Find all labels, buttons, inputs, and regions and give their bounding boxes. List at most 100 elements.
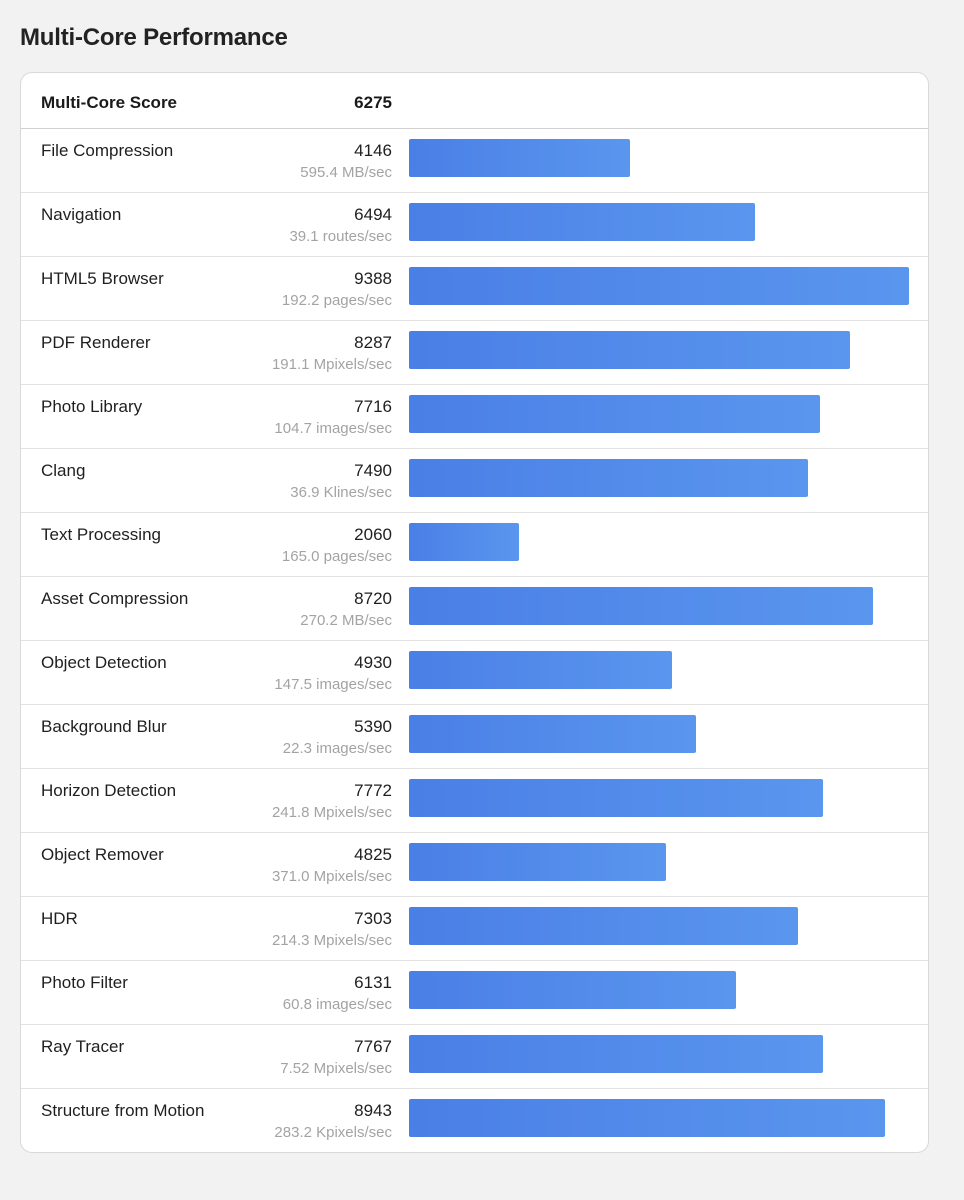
benchmark-throughput: 39.1 routes/sec [289, 228, 392, 245]
benchmark-name: Horizon Detection [41, 781, 177, 800]
results-table: Multi-Core Score 6275 File Compression 41… [20, 72, 929, 1153]
benchmark-score: 6131 [354, 973, 392, 992]
benchmark-name: Object Detection [41, 653, 167, 672]
score-bar-track [409, 331, 909, 369]
score-bar [409, 715, 696, 753]
benchmark-score: 4146 [354, 141, 392, 160]
benchmark-throughput: 270.2 MB/sec [300, 612, 392, 629]
benchmark-name: HDR [41, 909, 78, 928]
benchmark-score: 2060 [354, 525, 392, 544]
benchmark-throughput: 595.4 MB/sec [300, 164, 392, 181]
benchmark-name: Text Processing [41, 525, 161, 544]
benchmark-throughput: 191.1 Mpixels/sec [271, 356, 392, 373]
multi-core-score-label: Multi-Core Score [41, 93, 178, 112]
score-bar [409, 651, 672, 689]
benchmark-throughput: 241.8 Mpixels/sec [271, 804, 392, 821]
benchmark-row: Object Detection 4930 147.5 images/sec [21, 641, 928, 705]
benchmark-score: 8943 [354, 1101, 392, 1120]
score-bar-track [409, 907, 909, 945]
score-bar-track [409, 587, 909, 625]
score-bar-track [409, 1099, 909, 1137]
benchmark-name: Ray Tracer [41, 1037, 125, 1056]
score-bar-track [409, 267, 909, 305]
benchmark-row: Photo Filter 6131 60.8 images/sec [21, 961, 928, 1025]
benchmark-throughput: 36.9 Klines/sec [290, 484, 392, 501]
benchmark-score: 5390 [354, 717, 392, 736]
benchmark-name: HTML5 Browser [41, 269, 164, 288]
benchmark-name: Photo Library [41, 397, 143, 416]
benchmark-row: Text Processing 2060 165.0 pages/sec [21, 513, 928, 577]
benchmark-name: Photo Filter [41, 973, 128, 992]
score-bar [409, 587, 873, 625]
benchmark-row: HTML5 Browser 9388 192.2 pages/sec [21, 257, 928, 321]
benchmark-score: 7716 [354, 397, 392, 416]
score-bar [409, 459, 808, 497]
score-bar-track [409, 203, 909, 241]
score-bar-track [409, 651, 909, 689]
benchmark-name: Structure from Motion [41, 1101, 205, 1120]
benchmark-throughput: 283.2 Kpixels/sec [274, 1124, 392, 1141]
score-bar [409, 203, 755, 241]
score-bar [409, 971, 736, 1009]
benchmark-row: File Compression 4146 595.4 MB/sec [21, 129, 928, 193]
benchmark-throughput: 60.8 images/sec [282, 996, 392, 1013]
score-bar [409, 1099, 885, 1137]
benchmark-throughput: 192.2 pages/sec [281, 292, 392, 309]
score-bar [409, 779, 823, 817]
score-bar [409, 267, 909, 305]
benchmark-name: Asset Compression [41, 589, 189, 608]
benchmark-throughput: 104.7 images/sec [274, 420, 392, 437]
score-bar-track [409, 715, 909, 753]
benchmark-throughput: 22.3 images/sec [282, 740, 392, 757]
benchmark-list: File Compression 4146 595.4 MB/sec Navigati… [21, 129, 928, 1152]
benchmark-row: Object Remover 4825 371.0 Mpixels/sec [21, 833, 928, 897]
score-bar [409, 523, 519, 561]
score-bar-track [409, 395, 909, 433]
benchmark-name: File Compression [41, 141, 174, 160]
benchmark-name: Object Remover [41, 845, 164, 864]
benchmark-score: 8287 [354, 333, 392, 352]
benchmark-row: Structure from Motion 8943 283.2 Kpixels/s… [21, 1089, 928, 1152]
score-bar-track [409, 139, 909, 177]
multi-core-score-row: Multi-Core Score 6275 [21, 73, 928, 129]
benchmark-throughput: 214.3 Mpixels/sec [271, 932, 392, 949]
benchmark-score: 7772 [354, 781, 392, 800]
benchmark-row: HDR 7303 214.3 Mpixels/sec [21, 897, 928, 961]
score-bar [409, 1035, 823, 1073]
benchmark-name: PDF Renderer [41, 333, 151, 352]
benchmark-row: Background Blur 5390 22.3 images/sec [21, 705, 928, 769]
score-bar [409, 395, 820, 433]
benchmark-row: Clang 7490 36.9 Klines/sec [21, 449, 928, 513]
score-bar [409, 843, 666, 881]
benchmark-score: 7303 [354, 909, 392, 928]
benchmark-score: 4930 [354, 653, 392, 672]
score-bar [409, 139, 630, 177]
benchmark-name: Background Blur [41, 717, 167, 736]
score-bar-track [409, 1035, 909, 1073]
score-bar-track [409, 523, 909, 561]
score-bar [409, 331, 850, 369]
score-bar-track [409, 779, 909, 817]
benchmark-throughput: 371.0 Mpixels/sec [271, 868, 392, 885]
benchmark-score: 8720 [354, 589, 392, 608]
benchmark-score: 7767 [354, 1037, 392, 1056]
benchmark-row: Ray Tracer 7767 7.52 Mpixels/sec [21, 1025, 928, 1089]
benchmark-throughput: 165.0 pages/sec [281, 548, 392, 565]
benchmark-row: Asset Compression 8720 270.2 MB/sec [21, 577, 928, 641]
benchmark-name: Navigation [41, 205, 122, 224]
score-bar [409, 907, 798, 945]
benchmark-score: 7490 [354, 461, 392, 480]
score-bar-track [409, 843, 909, 881]
benchmark-score: 9388 [354, 269, 392, 288]
benchmark-row: Horizon Detection 7772 241.8 Mpixels/sec [21, 769, 928, 833]
benchmark-row: Navigation 6494 39.1 routes/sec [21, 193, 928, 257]
benchmark-name: Clang [41, 461, 86, 480]
benchmark-throughput: 7.52 Mpixels/sec [280, 1060, 392, 1077]
score-bar-track [409, 971, 909, 1009]
benchmark-row: PDF Renderer 8287 191.1 Mpixels/sec [21, 321, 928, 385]
multi-core-score-value: 6275 [354, 93, 392, 112]
benchmark-row: Photo Library 7716 104.7 images/sec [21, 385, 928, 449]
page-title: Multi-Core Performance [20, 24, 288, 51]
benchmark-throughput: 147.5 images/sec [274, 676, 392, 693]
benchmark-score: 4825 [354, 845, 392, 864]
